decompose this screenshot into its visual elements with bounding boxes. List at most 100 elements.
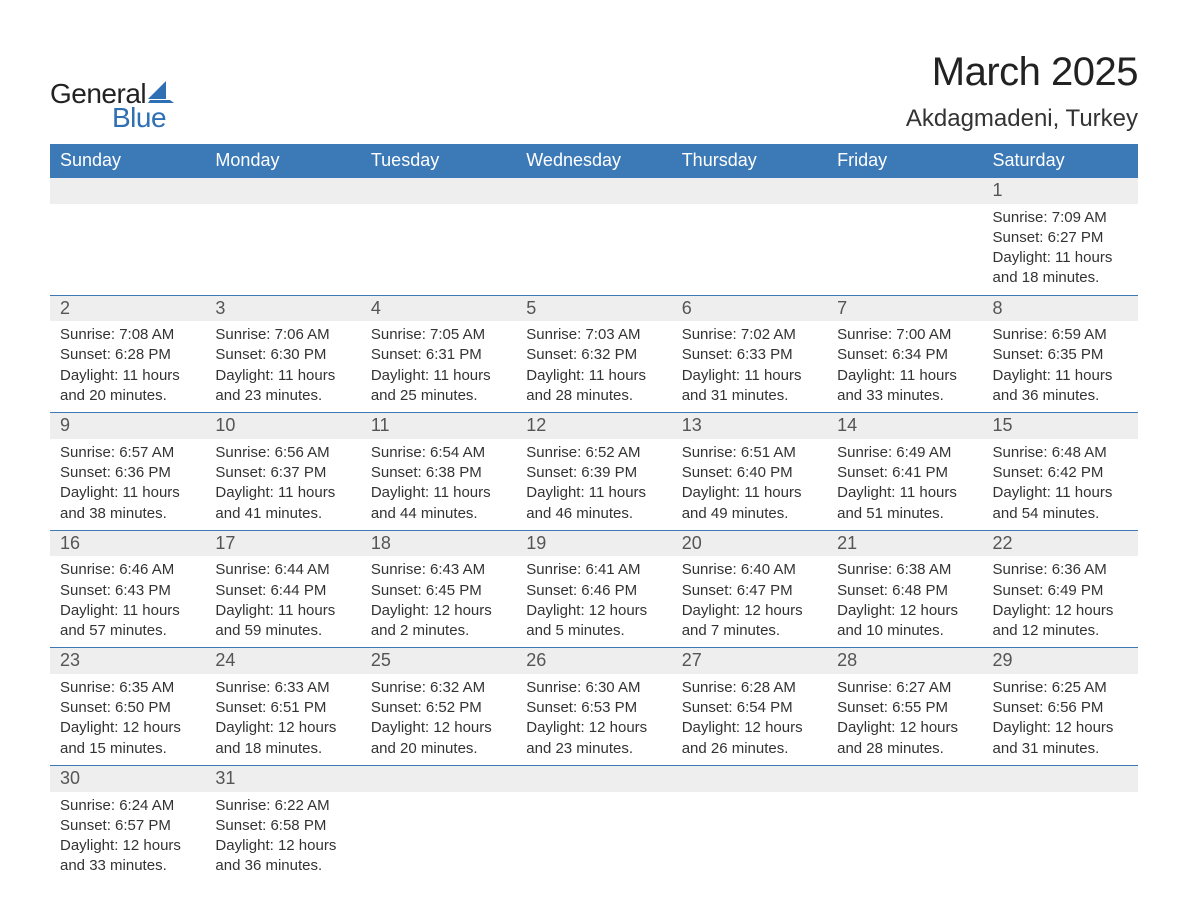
daylight-line: Daylight: 11 hours and 38 minutes. xyxy=(60,483,195,524)
calendar-detail-cell: Sunrise: 6:40 AMSunset: 6:47 PMDaylight:… xyxy=(672,556,827,648)
sunrise-line: Sunrise: 7:09 AM xyxy=(993,208,1128,228)
day-details: Sunrise: 6:48 AMSunset: 6:42 PMDaylight:… xyxy=(983,439,1138,530)
day-number: 29 xyxy=(983,648,1138,674)
calendar-daynum-cell: 3 xyxy=(205,295,360,321)
calendar-week-detail-row: Sunrise: 7:08 AMSunset: 6:28 PMDaylight:… xyxy=(50,321,1138,413)
day-number-empty xyxy=(516,178,671,204)
sunrise-line: Sunrise: 6:59 AM xyxy=(993,325,1128,345)
day-details: Sunrise: 6:51 AMSunset: 6:40 PMDaylight:… xyxy=(672,439,827,530)
day-number: 12 xyxy=(516,413,671,439)
calendar-detail-cell xyxy=(361,204,516,296)
sunrise-line: Sunrise: 7:06 AM xyxy=(215,325,350,345)
sunrise-line: Sunrise: 6:32 AM xyxy=(371,678,506,698)
calendar-daynum-cell: 14 xyxy=(827,413,982,439)
calendar-detail-cell: Sunrise: 6:32 AMSunset: 6:52 PMDaylight:… xyxy=(361,674,516,766)
calendar-daynum-cell: 15 xyxy=(983,413,1138,439)
daylight-line: Daylight: 12 hours and 23 minutes. xyxy=(526,718,661,759)
day-number: 10 xyxy=(205,413,360,439)
calendar-daynum-cell: 23 xyxy=(50,648,205,674)
sunrise-line: Sunrise: 6:49 AM xyxy=(837,443,972,463)
calendar-daynum-cell xyxy=(983,765,1138,791)
calendar-detail-cell: Sunrise: 6:51 AMSunset: 6:40 PMDaylight:… xyxy=(672,439,827,531)
sunrise-line: Sunrise: 7:05 AM xyxy=(371,325,506,345)
day-number: 13 xyxy=(672,413,827,439)
calendar-daynum-cell xyxy=(361,765,516,791)
daylight-line: Daylight: 11 hours and 54 minutes. xyxy=(993,483,1128,524)
calendar-daynum-cell: 8 xyxy=(983,295,1138,321)
daylight-line: Daylight: 11 hours and 57 minutes. xyxy=(60,601,195,642)
sunrise-line: Sunrise: 7:08 AM xyxy=(60,325,195,345)
calendar-detail-cell: Sunrise: 6:25 AMSunset: 6:56 PMDaylight:… xyxy=(983,674,1138,766)
sunset-line: Sunset: 6:39 PM xyxy=(526,463,661,483)
daylight-line: Daylight: 12 hours and 31 minutes. xyxy=(993,718,1128,759)
dayname-wednesday: Wednesday xyxy=(516,144,671,178)
calendar-detail-cell: Sunrise: 6:28 AMSunset: 6:54 PMDaylight:… xyxy=(672,674,827,766)
day-number: 6 xyxy=(672,296,827,322)
calendar-detail-cell: Sunrise: 6:57 AMSunset: 6:36 PMDaylight:… xyxy=(50,439,205,531)
daylight-line: Daylight: 11 hours and 44 minutes. xyxy=(371,483,506,524)
sunrise-line: Sunrise: 6:38 AM xyxy=(837,560,972,580)
calendar-detail-cell: Sunrise: 6:24 AMSunset: 6:57 PMDaylight:… xyxy=(50,792,205,883)
sunrise-line: Sunrise: 7:02 AM xyxy=(682,325,817,345)
title-block: March 2025 Akdagmadeni, Turkey xyxy=(906,50,1138,133)
day-number: 8 xyxy=(983,296,1138,322)
calendar-daynum-cell xyxy=(827,765,982,791)
day-details: Sunrise: 6:46 AMSunset: 6:43 PMDaylight:… xyxy=(50,556,205,647)
daylight-line: Daylight: 11 hours and 41 minutes. xyxy=(215,483,350,524)
calendar-week-daynum-row: 1 xyxy=(50,178,1138,204)
sunset-line: Sunset: 6:49 PM xyxy=(993,581,1128,601)
day-number: 28 xyxy=(827,648,982,674)
calendar-week-daynum-row: 23242526272829 xyxy=(50,648,1138,674)
sunset-line: Sunset: 6:46 PM xyxy=(526,581,661,601)
day-number: 23 xyxy=(50,648,205,674)
sunrise-line: Sunrise: 6:27 AM xyxy=(837,678,972,698)
sunset-line: Sunset: 6:37 PM xyxy=(215,463,350,483)
calendar-daynum-cell: 18 xyxy=(361,530,516,556)
day-details: Sunrise: 6:28 AMSunset: 6:54 PMDaylight:… xyxy=(672,674,827,765)
dayname-tuesday: Tuesday xyxy=(361,144,516,178)
calendar-detail-cell: Sunrise: 7:06 AMSunset: 6:30 PMDaylight:… xyxy=(205,321,360,413)
calendar-daynum-cell: 5 xyxy=(516,295,671,321)
sunrise-line: Sunrise: 6:44 AM xyxy=(215,560,350,580)
calendar-detail-cell xyxy=(516,204,671,296)
calendar-daynum-cell: 27 xyxy=(672,648,827,674)
sunset-line: Sunset: 6:50 PM xyxy=(60,698,195,718)
daylight-line: Daylight: 11 hours and 31 minutes. xyxy=(682,366,817,407)
sunset-line: Sunset: 6:34 PM xyxy=(837,345,972,365)
sunrise-line: Sunrise: 6:46 AM xyxy=(60,560,195,580)
sunset-line: Sunset: 6:48 PM xyxy=(837,581,972,601)
day-number: 18 xyxy=(361,531,516,557)
sunset-line: Sunset: 6:36 PM xyxy=(60,463,195,483)
sunrise-line: Sunrise: 7:03 AM xyxy=(526,325,661,345)
day-details: Sunrise: 7:05 AMSunset: 6:31 PMDaylight:… xyxy=(361,321,516,412)
calendar-detail-cell xyxy=(672,792,827,883)
calendar-daynum-cell xyxy=(361,178,516,204)
day-details: Sunrise: 6:36 AMSunset: 6:49 PMDaylight:… xyxy=(983,556,1138,647)
day-number-empty xyxy=(672,178,827,204)
calendar-daynum-cell: 17 xyxy=(205,530,360,556)
daylight-line: Daylight: 12 hours and 28 minutes. xyxy=(837,718,972,759)
day-number: 9 xyxy=(50,413,205,439)
sunrise-line: Sunrise: 6:35 AM xyxy=(60,678,195,698)
calendar-daynum-cell xyxy=(827,178,982,204)
calendar-daynum-cell: 1 xyxy=(983,178,1138,204)
day-details: Sunrise: 7:09 AMSunset: 6:27 PMDaylight:… xyxy=(983,204,1138,295)
calendar-daynum-cell: 12 xyxy=(516,413,671,439)
calendar-daynum-cell: 22 xyxy=(983,530,1138,556)
daylight-line: Daylight: 12 hours and 20 minutes. xyxy=(371,718,506,759)
daylight-line: Daylight: 12 hours and 2 minutes. xyxy=(371,601,506,642)
calendar-week-detail-row: Sunrise: 6:46 AMSunset: 6:43 PMDaylight:… xyxy=(50,556,1138,648)
day-number-empty xyxy=(983,766,1138,792)
calendar-detail-cell xyxy=(672,204,827,296)
day-number-empty xyxy=(827,178,982,204)
calendar-detail-cell: Sunrise: 6:27 AMSunset: 6:55 PMDaylight:… xyxy=(827,674,982,766)
calendar-detail-cell: Sunrise: 6:36 AMSunset: 6:49 PMDaylight:… xyxy=(983,556,1138,648)
sunset-line: Sunset: 6:43 PM xyxy=(60,581,195,601)
daylight-line: Daylight: 11 hours and 36 minutes. xyxy=(993,366,1128,407)
sunrise-line: Sunrise: 6:43 AM xyxy=(371,560,506,580)
calendar-daynum-cell: 24 xyxy=(205,648,360,674)
calendar-detail-cell: Sunrise: 6:52 AMSunset: 6:39 PMDaylight:… xyxy=(516,439,671,531)
day-details: Sunrise: 6:30 AMSunset: 6:53 PMDaylight:… xyxy=(516,674,671,765)
calendar-header-row: Sunday Monday Tuesday Wednesday Thursday… xyxy=(50,144,1138,178)
sunrise-line: Sunrise: 6:48 AM xyxy=(993,443,1128,463)
